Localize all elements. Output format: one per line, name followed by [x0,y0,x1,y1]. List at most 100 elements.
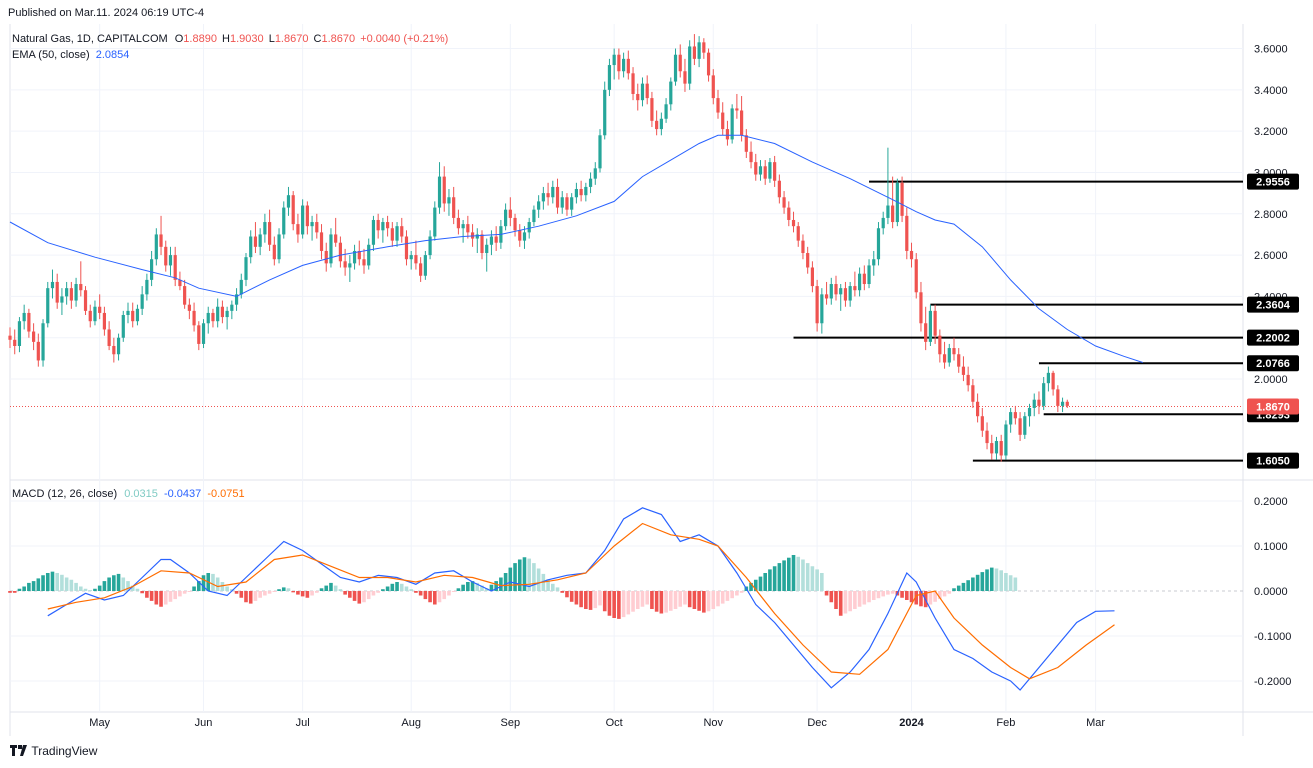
candle [409,250,413,270]
macd-histogram-bar [584,591,588,609]
candle [976,393,980,423]
macd-histogram-bar [489,584,494,591]
macd-histogram-bar [31,581,36,591]
candle [574,182,578,204]
candle-body [258,234,262,247]
macd-histogram-bar [706,591,711,612]
macd-histogram-bar [447,591,451,596]
candle [452,186,456,225]
candle-body [1023,416,1027,435]
candle [565,193,569,216]
low-label: L [268,33,275,45]
candle-body [1046,372,1050,384]
candle [796,222,800,247]
macd-histogram-bar [348,591,352,598]
candle [286,186,291,216]
candle-body [310,222,314,227]
candle-body [50,281,55,289]
ema-legend: EMA (50, close) 2.0854 [12,49,129,61]
price-tick-label: 2.0000 [1254,374,1288,386]
candle-body [409,255,413,260]
macd-histogram-bar [725,591,730,601]
candle-body [428,236,432,256]
candle [985,422,989,450]
chart-frame[interactable]: 3.60003.40003.20003.00002.80002.60002.40… [0,24,1313,736]
price-tick-label: 3.2000 [1254,126,1288,138]
level-label-bg [1247,452,1299,469]
candle-body [159,234,163,247]
candle-body [607,65,612,90]
macd-histogram-bar [711,591,716,609]
macd-histogram-bar [27,582,31,591]
candle [1060,397,1065,413]
candle-body [688,46,692,84]
candle [994,436,999,460]
macd-histogram-bar [735,591,739,596]
candle-body [234,294,239,305]
candle [688,40,692,90]
candle-body [140,294,144,309]
candle [947,343,951,367]
candle [555,178,560,214]
candle [107,321,111,351]
tradingview-logo-icon [10,744,28,759]
macd-histogram-bar [848,591,852,612]
candle-body [277,234,281,260]
macd-histogram-bar [83,588,88,591]
candle-body [197,325,201,344]
macd-histogram-bar [484,588,489,591]
candle-body [395,226,399,241]
candle-body [782,197,786,208]
candle [905,207,909,260]
candle-body [1009,412,1013,425]
candle-body [740,110,744,136]
candle-body [532,209,536,223]
macd-histogram-bar [414,591,418,593]
candle [419,257,423,282]
candle [541,186,545,210]
candle-body [692,46,696,59]
candle [914,253,918,299]
candle-body [806,253,810,268]
macd-histogram-bar [159,591,163,607]
macd-histogram-bar [626,591,631,615]
candle [301,199,305,239]
candle [442,166,446,212]
time-tick-label: 2024 [899,717,924,729]
level-label: 2.0766 [1256,358,1290,370]
candle [702,38,706,59]
macd-histogram-bar [678,591,683,607]
tradingview-brand[interactable]: TradingView [10,744,97,759]
candle [1013,405,1017,425]
candle [584,182,588,202]
macd-histogram-bar [650,591,654,609]
chart-svg[interactable]: 3.60003.40003.20003.00002.80002.60002.40… [0,24,1313,736]
macd-histogram-bar [480,585,484,591]
candle-body [1037,399,1041,406]
candle [626,50,630,80]
macd-histogram-bar [45,573,50,591]
candle [622,52,626,78]
macd-histogram-bar [956,585,961,591]
candle [815,279,819,332]
macd-histogram-bar [602,591,607,612]
candle-body [909,250,914,260]
candle [249,230,253,264]
macd-histogram-bar [253,591,258,601]
candle [749,141,753,169]
candle [834,275,838,301]
macd-histogram-bar [329,582,333,591]
candle [640,77,645,107]
macd-histogram-bar [579,591,583,608]
candle [593,162,597,185]
price-tick-label: 3.4000 [1254,85,1288,97]
candle-body [225,310,229,318]
candle [253,222,258,254]
macd-histogram-bar [527,558,531,591]
candle-body [46,288,50,324]
candle [692,34,696,66]
candle [791,211,796,233]
macd-histogram-bar [772,566,777,591]
candle-body [924,323,928,342]
candle-body [419,263,423,276]
